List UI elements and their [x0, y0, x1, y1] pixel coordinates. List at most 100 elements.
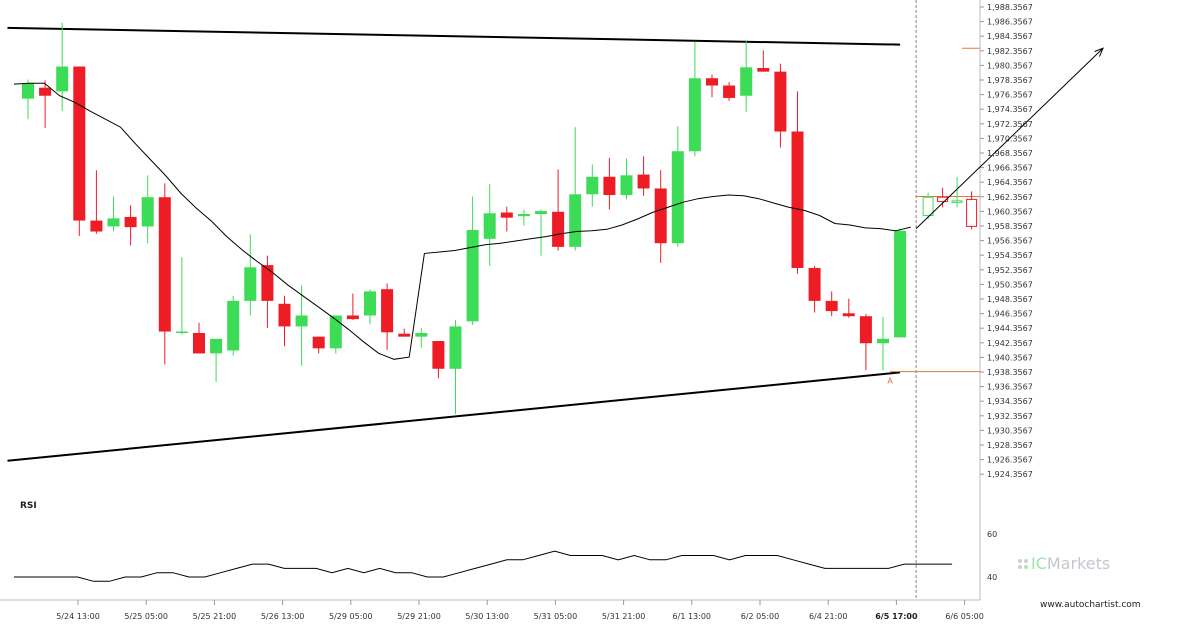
candle: [261, 255, 274, 328]
x-tick-label: 6/6 05:00: [945, 612, 983, 621]
y-tick-label: 1,930.3567: [987, 426, 1033, 435]
candle: [210, 338, 223, 382]
candle-body: [56, 66, 69, 92]
x-tick-label: 5/26 13:00: [261, 612, 305, 621]
watermark: ICMarkets: [1018, 554, 1110, 573]
candle-body: [295, 315, 308, 327]
y-tick-label: 1,970.3567: [987, 134, 1033, 143]
candle-body: [671, 151, 684, 244]
candle-body: [620, 175, 633, 196]
candle: [158, 183, 171, 365]
y-tick-label: 1,928.3567: [987, 441, 1033, 450]
candle-body: [107, 218, 120, 227]
forecast-candle: [951, 176, 963, 208]
moving-average: [13, 82, 911, 360]
candle-body: [449, 326, 462, 369]
y-tick-label: 1,972.3567: [987, 120, 1033, 129]
y-tick-label: 1,952.3567: [987, 266, 1033, 275]
y-axis: 1,988.3567 1,986.3567 1,984.3567 1,982.3567…: [979, 0, 1033, 600]
candle: [842, 298, 855, 318]
y-tick-label: 1,988.3567: [987, 3, 1033, 12]
candle: [381, 283, 394, 350]
candle-body: [859, 316, 872, 344]
y-tick-label: 1,960.3567: [987, 207, 1033, 216]
candle-body: [244, 267, 257, 301]
candle-body: [210, 338, 223, 354]
candle-body: [706, 78, 718, 86]
candle-body: [73, 66, 86, 221]
candle: [500, 206, 513, 232]
candle: [706, 74, 718, 98]
candle-body: [808, 268, 821, 301]
x-tick-label: 5/25 21:00: [193, 612, 237, 621]
candle: [295, 285, 308, 366]
y-tick-label: 1,926.3567: [987, 456, 1033, 465]
forecast-candle-body: [951, 200, 963, 203]
ic-logo-dots-icon: [1018, 559, 1028, 569]
candle: [517, 209, 530, 226]
x-tick-label: 5/24 13:00: [56, 612, 100, 621]
candle: [90, 170, 103, 234]
candle: [107, 196, 120, 232]
candle: [483, 184, 496, 266]
candle: [364, 289, 376, 325]
candle-body: [364, 291, 376, 316]
candle-body: [774, 71, 787, 132]
forecast-candle-body: [937, 196, 949, 203]
candle: [312, 336, 325, 354]
candles: [22, 22, 907, 415]
y-tick-label: 1,956.3567: [987, 237, 1033, 246]
y-tick-label: 1,942.3567: [987, 339, 1033, 348]
candle: [124, 205, 137, 246]
candle: [552, 169, 565, 251]
y-tick-label: 1,938.3567: [987, 368, 1033, 377]
candle-body: [825, 300, 838, 312]
candle-body: [569, 194, 582, 247]
site-url: www.autochartist.com: [1040, 600, 1141, 610]
candle-body: [740, 67, 753, 96]
candle: [329, 315, 342, 354]
candle: [141, 175, 154, 244]
rsi-line: [14, 550, 953, 582]
candle-body: [22, 83, 34, 99]
candle: [757, 50, 770, 72]
forecast-candle: [922, 192, 934, 220]
candle: [808, 265, 821, 313]
candle: [671, 126, 684, 247]
candle-body: [261, 265, 274, 301]
candle-body: [637, 174, 650, 189]
candle-body: [124, 216, 137, 228]
candle-body: [193, 332, 205, 354]
candle: [535, 209, 547, 256]
candle: [432, 341, 445, 379]
rsi-tick-label: 60: [987, 530, 997, 539]
candle: [774, 63, 787, 148]
candle: [637, 156, 650, 196]
candle: [415, 327, 428, 348]
x-tick-label: 6/4 21:00: [809, 612, 847, 621]
x-tick-label: 5/30 13:00: [465, 612, 509, 621]
y-tick-label: 1,974.3567: [987, 105, 1033, 114]
moving-average-line: [13, 82, 911, 360]
x-tick-label: 5/29 21:00: [397, 612, 441, 621]
candle-body: [381, 289, 394, 333]
candle-body: [757, 68, 770, 72]
forecast-candle-body: [966, 198, 978, 227]
candle-body: [175, 331, 188, 334]
y-tick-label: 1,986.3567: [987, 18, 1033, 27]
candle-body: [329, 315, 342, 349]
candle-body: [483, 213, 496, 239]
y-tick-label: 1,962.3567: [987, 193, 1033, 202]
candle: [586, 164, 599, 207]
x-tick-label: 6/2 05:00: [741, 612, 779, 621]
candle-body: [432, 341, 445, 369]
candle: [227, 295, 240, 356]
watermark-brand: ICMarkets: [1031, 554, 1110, 573]
candle-body: [500, 212, 513, 218]
y-tick-label: 1,966.3567: [987, 164, 1033, 173]
candle-body: [552, 211, 565, 247]
candle-body: [688, 78, 701, 152]
candle-body: [90, 220, 103, 232]
